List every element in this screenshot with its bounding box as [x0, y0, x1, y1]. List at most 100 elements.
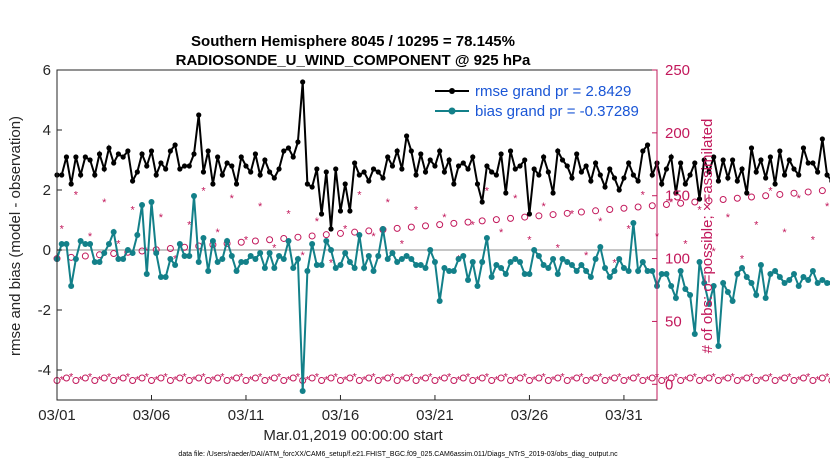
bias-data-point [365, 253, 372, 259]
obs-possible-marker [384, 374, 392, 382]
obs-possible-marker [582, 377, 590, 385]
obs-assimilated-marker: * [249, 374, 254, 386]
rmse-data-point [304, 181, 310, 187]
obs-possible-marker [422, 222, 430, 230]
obs-possible-marker [412, 377, 420, 385]
obs-assimilated-marker: * [230, 193, 235, 205]
rmse-data-point [678, 160, 684, 166]
bias-data-point [370, 268, 377, 274]
obs-possible-marker [318, 377, 326, 385]
bias-data-point [247, 253, 254, 259]
bias-data-point [739, 265, 746, 271]
obs-assimilated-marker: * [272, 242, 277, 254]
y-axis-label-right: # of obs: o=possible; ×=assimilated [699, 119, 716, 354]
obs-possible-marker [521, 213, 529, 221]
rmse-data-point [233, 181, 240, 187]
obs-possible-marker [724, 374, 732, 382]
bias-data-point [639, 259, 646, 265]
obs-assimilated-marker: * [74, 189, 79, 201]
rmse-data-point [229, 163, 235, 169]
obs-possible-marker [620, 204, 628, 212]
bias-data-point [304, 268, 311, 274]
obs-assimilated-marker: * [60, 374, 65, 386]
obs-assimilated-marker: * [730, 372, 735, 384]
obs-assimilated-marker: * [400, 374, 405, 386]
obs-assimilated-marker: * [60, 223, 65, 235]
obs-possible-marker [166, 377, 174, 385]
rmse-data-point [763, 175, 769, 181]
obs-possible-marker [459, 374, 467, 382]
obs-assimilated-marker: * [712, 246, 717, 258]
rmse-data-point [200, 169, 207, 175]
rmse-data-point [63, 154, 70, 160]
bias-data-point [649, 268, 656, 274]
obs-assimilated-marker: * [570, 374, 575, 386]
bias-data-point [753, 292, 760, 298]
obs-possible-marker [804, 188, 812, 196]
obs-assimilated-marker: * [499, 227, 504, 239]
obs-possible-marker [365, 227, 373, 235]
bias-data-point [587, 274, 594, 280]
bias-data-point [488, 274, 495, 280]
bias-data-point [819, 277, 826, 283]
rmse-data-point [696, 196, 703, 202]
bias-data-point [814, 280, 821, 286]
rmse-data-point [101, 166, 107, 172]
obs-possible-marker [762, 192, 770, 200]
bias-data-point [124, 247, 131, 253]
obs-assimilated-marker: * [579, 372, 584, 384]
obs-assimilated-marker: * [754, 220, 759, 232]
bias-data-point [559, 256, 566, 262]
obs-assimilated-marker: * [811, 235, 816, 247]
obs-possible-marker [667, 374, 675, 382]
legend-bias-marker [448, 107, 456, 115]
rmse-data-point [559, 157, 566, 163]
obs-possible-marker [601, 377, 609, 385]
bias-data-point [148, 199, 155, 205]
bias-data-point [781, 280, 788, 286]
bias-data-point [398, 256, 405, 262]
rmse-data-point [380, 175, 386, 181]
bias-data-point [682, 286, 689, 292]
obs-assimilated-marker: * [286, 374, 291, 386]
obs-possible-marker [733, 194, 741, 202]
obs-possible-marker [691, 198, 699, 206]
rmse-data-point [196, 112, 202, 118]
obs-possible-marker [488, 377, 496, 385]
rmse-data-point [281, 148, 287, 154]
rmse-data-point [370, 166, 377, 172]
y-tick-label-left: -2 [38, 302, 51, 319]
obs-assimilated-marker: * [523, 372, 528, 384]
bias-data-point [597, 244, 604, 250]
obs-assimilated-marker: * [726, 212, 731, 224]
obs-assimilated-marker: * [296, 372, 301, 384]
obs-assimilated-marker: * [697, 205, 702, 217]
obs-assimilated-marker: * [211, 374, 216, 386]
bias-data-point [791, 271, 798, 277]
bias-data-point [705, 301, 712, 307]
obs-assimilated-marker: * [456, 374, 461, 386]
obs-possible-marker [336, 377, 344, 385]
rmse-data-point [668, 154, 674, 160]
obs-assimilated-marker: * [669, 197, 674, 209]
bias-data-point [469, 259, 476, 265]
rmse-data-point [550, 190, 556, 196]
obs-possible-marker [138, 374, 146, 382]
data-file-footnote: data file: /Users/raeder/DAI/ATM_forcXX/… [178, 451, 618, 458]
obs-assimilated-marker: * [740, 254, 745, 266]
x-tick-label: 03/01 [38, 407, 76, 424]
rmse-data-point [115, 151, 122, 157]
rmse-data-point [309, 184, 315, 190]
obs-assimilated-marker: * [301, 250, 306, 262]
obs-assimilated-marker: * [551, 374, 556, 386]
obs-possible-marker [677, 199, 685, 207]
bias-data-point [531, 247, 538, 253]
obs-assimilated-marker: * [159, 212, 164, 224]
rmse-data-point [720, 157, 726, 163]
rmse-data-point [248, 169, 254, 175]
bias-data-point [776, 274, 783, 280]
rmse-data-point [125, 148, 131, 154]
chart-title-line2: RADIOSONDE_U_WIND_COMPONENT @ 925 hPa [176, 52, 531, 69]
rmse-data-point [252, 151, 259, 157]
obs-possible-marker [634, 203, 642, 211]
